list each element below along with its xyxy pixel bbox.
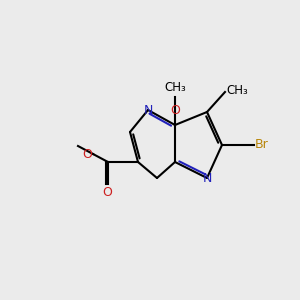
Text: O: O: [170, 104, 180, 118]
Text: CH₃: CH₃: [226, 85, 248, 98]
Text: CH₃: CH₃: [164, 81, 186, 94]
Text: N: N: [143, 103, 153, 116]
Text: O: O: [82, 148, 92, 160]
Text: O: O: [102, 186, 112, 199]
Text: Br: Br: [255, 139, 269, 152]
Text: N: N: [202, 172, 212, 184]
